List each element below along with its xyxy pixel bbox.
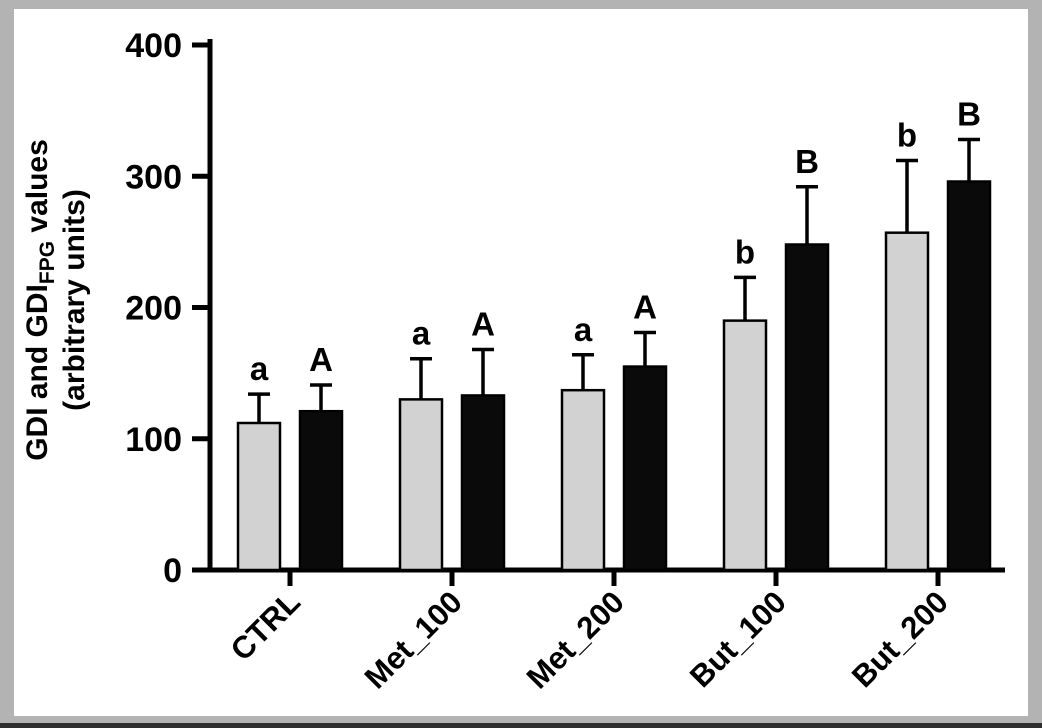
y-axis-title-line1: GDI and GDIFPG values: [21, 139, 59, 461]
bar-GDI_FPG-But_100: [784, 243, 830, 572]
sig-letter: A: [471, 306, 495, 343]
bar-GDI-But_200: [884, 231, 930, 572]
plot-panel: [14, 9, 1028, 716]
sig-letter: B: [795, 143, 819, 180]
y-tick-label: 300: [125, 158, 182, 196]
sig-letter: b: [735, 233, 755, 270]
bar-GDI_FPG-But_200: [946, 180, 992, 572]
y-axis-title-line2: (arbitrary units): [58, 189, 91, 411]
sig-letter: a: [412, 315, 431, 352]
y-tick-label: 200: [125, 290, 182, 328]
bar-GDI-But_100: [722, 319, 768, 572]
bar-GDI_FPG-Met_200: [622, 365, 668, 572]
bar-GDI_FPG-Met_100: [460, 394, 506, 572]
bar-GDI_FPG-CTRL: [298, 409, 344, 572]
y-tick-label: 0: [163, 552, 182, 590]
bar-GDI-CTRL: [236, 421, 282, 572]
sig-letter: B: [957, 96, 981, 133]
bottom-edge-line: [0, 723, 1042, 728]
sig-letter: A: [309, 341, 333, 378]
sig-letter: a: [250, 350, 269, 387]
sig-letter: A: [633, 288, 657, 325]
sig-letter: a: [574, 311, 593, 348]
y-tick-label: 400: [125, 27, 182, 65]
bar-GDI-Met_200: [560, 388, 606, 572]
sig-letter: b: [897, 117, 917, 154]
axes: 0 100 200 300 400: [125, 27, 1005, 590]
bar-GDI-Met_100: [398, 398, 444, 572]
y-tick-label: 100: [125, 421, 182, 459]
